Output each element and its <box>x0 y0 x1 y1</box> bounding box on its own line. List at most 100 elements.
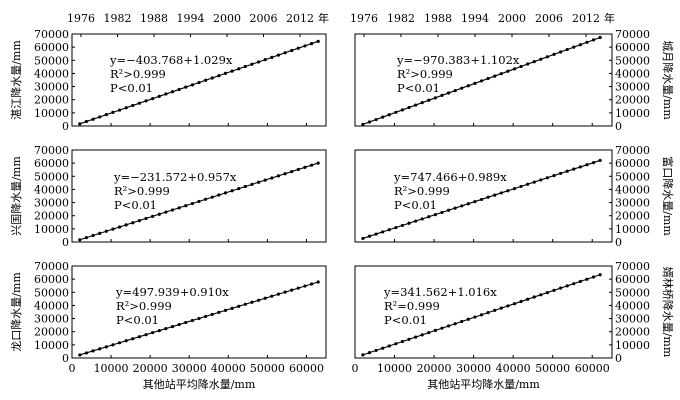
data-point <box>78 122 82 126</box>
data-point <box>256 298 261 302</box>
data-point <box>381 230 385 234</box>
data-point <box>414 103 418 107</box>
y-tick-label: 10000 <box>34 107 69 120</box>
y-tick-label: 50000 <box>34 170 69 183</box>
data-point <box>309 163 314 167</box>
data-point <box>420 333 424 337</box>
data-point <box>585 40 589 44</box>
data-point <box>283 51 287 55</box>
data-point <box>210 195 214 199</box>
y-tick-label: 0 <box>615 352 622 365</box>
x-tick-label: 10000 <box>377 362 412 375</box>
data-point <box>111 343 115 347</box>
data-point <box>506 304 510 308</box>
data-point <box>197 199 201 204</box>
year-tick-label: 2012 <box>572 12 600 25</box>
y-axis-label: 城月降水量/mm <box>661 40 675 120</box>
data-point <box>539 178 543 182</box>
annotation-r2: R²>0.999 <box>394 184 450 198</box>
data-point <box>316 39 320 43</box>
data-point <box>374 232 378 236</box>
data-point <box>177 206 181 210</box>
data-point <box>190 201 194 206</box>
data-point <box>84 236 89 240</box>
data-point <box>473 199 477 204</box>
data-point <box>565 169 569 173</box>
data-point <box>381 115 385 119</box>
data-point <box>559 50 563 54</box>
data-point <box>316 161 320 165</box>
data-point <box>572 167 576 171</box>
y-tick-label: 0 <box>62 120 69 133</box>
y-tick-label: 30000 <box>615 197 650 210</box>
data-point <box>98 347 102 351</box>
y-tick-label: 10000 <box>615 223 650 236</box>
data-point <box>197 80 201 85</box>
y-axis-label: 湛江降水量/mm <box>9 40 23 120</box>
data-point <box>263 296 267 300</box>
y-tick-label: 60000 <box>615 157 650 170</box>
data-point <box>204 314 208 319</box>
data-point <box>78 238 82 242</box>
data-point <box>184 204 188 208</box>
y-axis-label: 富口降水量/mm <box>661 156 675 236</box>
data-point <box>124 339 128 343</box>
x-tick-label: 10000 <box>94 362 129 375</box>
y-tick-label: 60000 <box>615 41 650 54</box>
annotation-p-value: P<0.01 <box>397 81 440 95</box>
data-point <box>545 290 550 295</box>
data-point <box>197 316 201 321</box>
x-tick-label: 20000 <box>133 362 168 375</box>
year-tick-label: 2012 <box>286 12 314 25</box>
data-point <box>499 306 503 310</box>
data-point <box>361 122 365 126</box>
data-point <box>91 349 95 353</box>
data-point <box>427 331 431 335</box>
data-point <box>407 221 411 225</box>
data-point <box>290 169 294 174</box>
data-point <box>137 219 142 223</box>
y-tick-label: 20000 <box>615 210 650 223</box>
data-point <box>473 81 477 85</box>
data-point <box>111 110 115 114</box>
plot-frame <box>71 265 327 359</box>
data-point <box>559 171 563 176</box>
annotation-p-value: P<0.01 <box>110 81 153 95</box>
top-year-axis-1: 1976 1982 1988 1994 2000 2006 2012 年 <box>67 11 329 37</box>
x-tick-label: 50000 <box>250 362 285 375</box>
data-point <box>493 74 497 78</box>
data-point <box>367 351 372 355</box>
data-point <box>263 178 267 182</box>
annotation-equation: y=747.466+0.989x <box>393 170 507 184</box>
y-tick-label: 70000 <box>615 260 650 273</box>
data-point <box>552 52 556 56</box>
y-tick-label: 10000 <box>34 223 69 236</box>
data-point <box>184 320 188 325</box>
y-axis-label: 兴国降水量/mm <box>9 156 23 236</box>
y-tick-label: 30000 <box>34 197 69 210</box>
plot-frame <box>354 265 613 359</box>
x-tick-label: 40000 <box>496 362 531 375</box>
data-point <box>367 234 372 238</box>
data-point <box>117 108 122 112</box>
data-point <box>124 106 128 110</box>
annotation-r2: R²>0.999 <box>114 184 170 198</box>
data-point <box>400 339 405 344</box>
year-tick-label: 2006 <box>535 12 563 25</box>
data-point <box>387 113 391 117</box>
y-tick-label: 60000 <box>34 41 69 54</box>
data-point <box>243 184 247 189</box>
data-point <box>433 212 437 217</box>
data-point <box>296 46 300 50</box>
data-point <box>190 318 194 323</box>
data-point <box>519 64 523 69</box>
data-point <box>493 308 497 312</box>
y-tick-label: 0 <box>62 352 69 365</box>
data-point <box>217 310 221 314</box>
y-tick-label: 50000 <box>34 54 69 67</box>
data-point <box>414 335 418 339</box>
data-point <box>572 45 576 49</box>
